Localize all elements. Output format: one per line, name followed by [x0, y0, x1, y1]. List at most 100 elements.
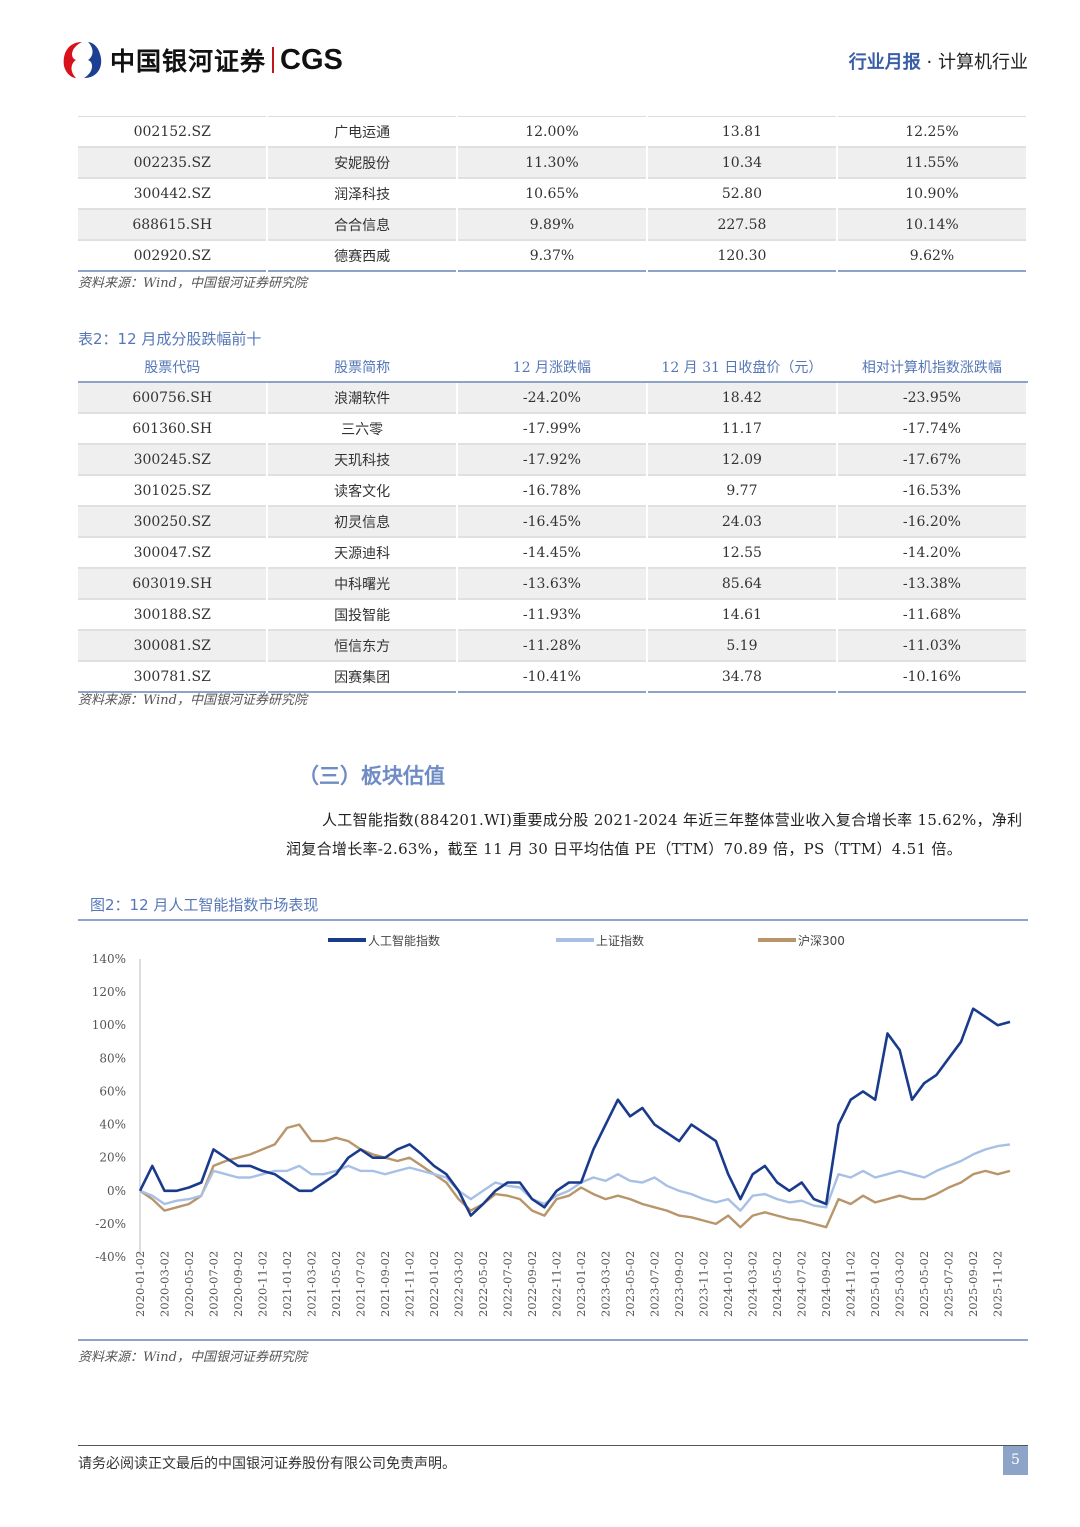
table-cell: -16.78% [456, 475, 648, 506]
table-cell: 18.42 [646, 382, 838, 413]
column-header: 股票简称 [267, 352, 458, 383]
y-tick-label: 20% [99, 1151, 126, 1165]
table-cell: 国投智能 [267, 599, 458, 630]
cgs-logo: 中国银河证券 CGS [60, 40, 343, 80]
cgs-logo-icon [63, 42, 102, 78]
x-tick-label: 2025-03-02 [893, 1251, 907, 1317]
table-cell: -11.03% [836, 630, 1029, 661]
x-tick-label: 2023-05-02 [623, 1251, 637, 1317]
x-tick-label: 2023-03-02 [599, 1251, 613, 1317]
y-tick-label: 0% [107, 1184, 126, 1198]
table-cell: -13.63% [456, 568, 648, 599]
footer-disclaimer: 请务必阅读正文最后的中国银河证券股份有限公司免责声明。 [78, 1456, 456, 1472]
x-tick-label: 2020-07-02 [207, 1251, 221, 1317]
table-cell: -17.92% [456, 444, 648, 475]
table-cell: 恒信东方 [267, 630, 458, 661]
table-cell: -11.93% [456, 599, 648, 630]
column-header: 12 月涨跌幅 [456, 352, 648, 383]
table-cell: 300245.SZ [78, 444, 269, 475]
x-tick-label: 2020-01-02 [133, 1251, 147, 1317]
table-cell: 11.30% [456, 147, 648, 178]
logo-text-cn: 中国银河证券 [110, 47, 267, 76]
table-cell: 初灵信息 [267, 506, 458, 537]
x-tick-label: 2022-09-02 [525, 1251, 539, 1317]
y-tick-label: 40% [99, 1118, 126, 1132]
table-cell: 9.37% [456, 240, 648, 271]
x-tick-label: 2025-11-02 [991, 1251, 1005, 1317]
y-tick-label: 60% [99, 1084, 126, 1098]
table-row: 002920.SZ 德赛西威 9.37% 120.30 9.62% [78, 240, 1029, 271]
table-cell: -16.45% [456, 506, 648, 537]
table-cell: 300081.SZ [78, 630, 269, 661]
table-cell: 002152.SZ [78, 116, 269, 147]
ai-index-performance-chart: 140% 120% 100% 80% 60% 40% 20% 0% -20% -40% 2020-0… [92, 933, 1011, 1317]
column-header: 12 月 31 日收盘价（元） [646, 352, 838, 383]
page-number: 5 [1003, 1446, 1028, 1475]
x-tick-label: 2022-07-02 [501, 1251, 515, 1317]
column-header: 相对计算机指数涨跌幅 [836, 352, 1029, 383]
x-tick-label: 2023-11-02 [697, 1251, 711, 1317]
table-cell: 因赛集团 [267, 661, 458, 692]
report-type: 行业月报 [848, 52, 921, 73]
table-cell: -17.67% [836, 444, 1029, 475]
x-tick-label: 2025-01-02 [868, 1251, 882, 1317]
x-tick-label: 2022-11-02 [550, 1251, 564, 1317]
x-tick-label: 2024-07-02 [795, 1251, 809, 1317]
x-tick-label: 2024-11-02 [844, 1251, 858, 1317]
table-row: 300781.SZ 因赛集团 -10.41% 34.78 -10.16% [78, 661, 1029, 692]
logo-divider [272, 47, 275, 73]
header-dot: · [926, 52, 933, 73]
table-cell: 002235.SZ [78, 147, 269, 178]
table-cell: 300442.SZ [78, 178, 269, 209]
x-tick-label: 2025-05-02 [917, 1251, 931, 1317]
table-cell: -23.95% [836, 382, 1029, 413]
x-tick-label: 2020-09-02 [231, 1251, 245, 1317]
table-row: 300250.SZ 初灵信息 -16.45% 24.03 -16.20% [78, 506, 1029, 537]
table-cell: 10.90% [836, 178, 1029, 209]
legend-label: 上证指数 [596, 933, 644, 948]
x-tick-label: 2021-01-02 [280, 1251, 294, 1317]
table2-caption: 表2：12 月成分股跌幅前十 [78, 330, 262, 348]
y-tick-label: 120% [92, 985, 126, 999]
table-cell: 10.65% [456, 178, 648, 209]
table-cell: -10.41% [456, 661, 648, 692]
table-cell: 85.64 [646, 568, 838, 599]
table-cell: 浪潮软件 [267, 382, 458, 413]
x-tick-label: 2020-05-02 [182, 1251, 196, 1317]
x-tick-label: 2024-03-02 [746, 1251, 760, 1317]
table-cell: 天玑科技 [267, 444, 458, 475]
table-cell: 300188.SZ [78, 599, 269, 630]
table-cell: 12.25% [836, 116, 1029, 147]
x-tick-label: 2025-07-02 [942, 1251, 956, 1317]
x-tick-label: 2020-11-02 [256, 1251, 270, 1317]
x-tick-label: 2021-07-02 [354, 1251, 368, 1317]
table-cell: 12.55 [646, 537, 838, 568]
table-cell: 601360.SH [78, 413, 269, 444]
table-row: 002235.SZ 安妮股份 11.30% 10.34 11.55% [78, 147, 1029, 178]
table-cell: 002920.SZ [78, 240, 269, 271]
table-top-losers: 股票代码 股票简称 12 月涨跌幅 12 月 31 日收盘价（元） 相对计算机指数涨跌幅… [78, 352, 1029, 693]
y-tick-label: 100% [92, 1018, 126, 1032]
industry-name: 计算机行业 [938, 52, 1028, 73]
x-tick-label: 2024-05-02 [770, 1251, 784, 1317]
y-tick-label: 80% [99, 1051, 126, 1065]
table-row: 300245.SZ 天玑科技 -17.92% 12.09 -17.67% [78, 444, 1029, 475]
table-top-gainers-continued: 002152.SZ 广电运通 12.00% 13.81 12.25% 002235.SZ 安… [78, 116, 1029, 272]
table-cell: 10.14% [836, 209, 1029, 240]
column-header: 股票代码 [78, 352, 269, 383]
table-cell: 9.89% [456, 209, 648, 240]
table-cell: 三六零 [267, 413, 458, 444]
table-row: 300442.SZ 润泽科技 10.65% 52.80 10.90% [78, 178, 1029, 209]
table-row: 600756.SH 浪潮软件 -24.20% 18.42 -23.95% [78, 382, 1029, 413]
table-cell: 12.00% [456, 116, 648, 147]
table-cell: -14.45% [456, 537, 648, 568]
table-cell: -14.20% [836, 537, 1029, 568]
table-row: 601360.SH 三六零 -17.99% 11.17 -17.74% [78, 413, 1029, 444]
x-tick-label: 2022-05-02 [476, 1251, 490, 1317]
table-cell: 10.34 [646, 147, 838, 178]
table-cell: 14.61 [646, 599, 838, 630]
x-tick-label: 2025-09-02 [966, 1251, 980, 1317]
table-row: 300047.SZ 天源迪科 -14.45% 12.55 -14.20% [78, 537, 1029, 568]
table-cell: 34.78 [646, 661, 838, 692]
series-line-ai-index [138, 1007, 1011, 1217]
